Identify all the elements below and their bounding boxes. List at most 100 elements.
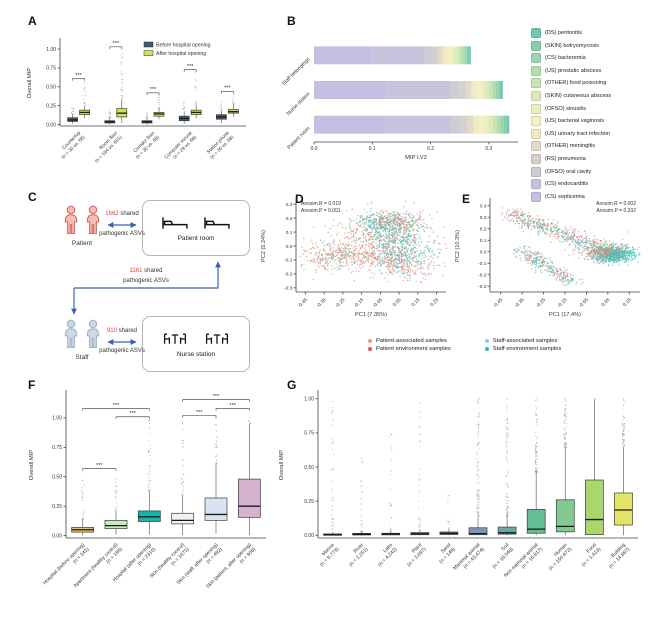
- box: [68, 107, 78, 123]
- box: [105, 479, 127, 535]
- box: [411, 402, 429, 535]
- legend-label: (US) prostatic abscess: [545, 68, 601, 74]
- stacked-bar-row: [314, 46, 471, 64]
- patient-room-label: Patient room: [178, 235, 215, 242]
- legend-label: (OFSO) oral cavity: [545, 169, 591, 175]
- link2-count: 1161: [130, 268, 143, 274]
- svg-text:0.75: 0.75: [46, 66, 56, 72]
- box: [72, 480, 94, 535]
- legend-swatch: [531, 91, 541, 101]
- svg-text:Staff belongings: Staff belongings: [281, 56, 312, 87]
- svg-text:0.25: 0.25: [429, 297, 440, 308]
- link2-asvs: pathogenic ASVs: [123, 278, 169, 284]
- legend-label: (US) bacterial vaginosis: [545, 118, 604, 124]
- legend-swatch: [531, 41, 541, 51]
- legend-dot: [368, 339, 372, 343]
- svg-text:0.1: 0.1: [369, 146, 376, 152]
- svg-text:-0.3: -0.3: [284, 286, 293, 292]
- svg-text:0.15: 0.15: [410, 297, 421, 308]
- box: [179, 101, 189, 123]
- legend-label: Staff-associated samples: [493, 338, 558, 344]
- svg-text:Overall MIP: Overall MIP: [279, 450, 285, 480]
- panel-d-chart-svg: -0.3-0.2-0.10.00.10.20.3-0.45-0.35-0.25-…: [256, 188, 452, 338]
- svg-text:-0.15: -0.15: [556, 297, 568, 309]
- svg-text:***: ***: [129, 411, 136, 417]
- svg-text:***: ***: [113, 41, 120, 47]
- legend-item: (US) prostatic abscess: [531, 66, 611, 76]
- staff-label: Staff: [52, 354, 112, 361]
- svg-text:-0.35: -0.35: [316, 297, 328, 309]
- svg-text:***: ***: [96, 463, 103, 469]
- legend-label: Staff environment samples: [493, 346, 562, 352]
- svg-text:0.00: 0.00: [46, 122, 56, 128]
- nurse-station-label: Nurse station: [177, 351, 215, 358]
- legend-swatch: [531, 154, 541, 164]
- box: [353, 458, 371, 535]
- box: [142, 113, 152, 125]
- bed-icon: [160, 215, 190, 231]
- legend-item: (OTHER) food poisoning: [531, 78, 611, 88]
- person-icon: [84, 318, 102, 350]
- svg-text:0.75: 0.75: [52, 445, 62, 451]
- person-icon: [62, 204, 80, 236]
- svg-text:0.1: 0.1: [286, 230, 293, 236]
- svg-text:Nurse station: Nurse station: [286, 91, 312, 117]
- legend-swatch: [531, 167, 541, 177]
- desk-chair-icon: [160, 331, 190, 347]
- svg-text:0.0: 0.0: [311, 146, 318, 152]
- svg-text:-0.15: -0.15: [353, 297, 365, 309]
- legend-item: (SKIN) cutaneous abscess: [531, 91, 611, 101]
- link2-rest: shared: [144, 268, 162, 274]
- box: [440, 495, 458, 535]
- svg-text:1.00: 1.00: [304, 397, 314, 403]
- station-icons: [160, 331, 232, 347]
- legend-label: (CS) bacteremia: [545, 55, 586, 61]
- box: [172, 422, 194, 535]
- svg-text:0.25: 0.25: [304, 499, 314, 505]
- legend-item: Staff environment samples: [485, 346, 562, 352]
- legend-swatch: [531, 78, 541, 88]
- box: [469, 398, 487, 535]
- svg-text:0.05: 0.05: [392, 297, 403, 308]
- legend-label: (OTHER) meningitis: [545, 143, 595, 149]
- box: [382, 434, 400, 535]
- link1-label-line2: pathogenic ASVs: [90, 231, 154, 237]
- box: [614, 398, 632, 535]
- box: [556, 398, 574, 535]
- svg-text:-0.45: -0.45: [297, 297, 309, 309]
- legend-swatch: [531, 104, 541, 114]
- box: [205, 417, 227, 533]
- svg-text:PC1 (17.4%): PC1 (17.4%): [549, 312, 581, 318]
- svg-text:0.3: 0.3: [286, 202, 293, 208]
- svg-text:0.15: 0.15: [622, 297, 633, 308]
- svg-text:1.00: 1.00: [46, 47, 56, 53]
- svg-text:0.50: 0.50: [46, 85, 56, 91]
- svg-text:0.4: 0.4: [480, 204, 487, 210]
- legend-label: (OTHER) food poisoning: [545, 80, 606, 86]
- patient-label: Patient: [52, 240, 112, 247]
- box: [216, 101, 226, 123]
- scatter-points: [501, 207, 640, 286]
- legend-item: Patient environment samples: [368, 346, 451, 352]
- panel-c-diagram: Patient Patient room 1662 shared pathoge…: [22, 192, 257, 370]
- legend-label: (RS) pneumonia: [545, 156, 586, 162]
- svg-text:Anosim.P = 0.001: Anosim.P = 0.001: [301, 208, 341, 214]
- svg-text:0.75: 0.75: [304, 431, 314, 437]
- bed-icons: [160, 215, 232, 231]
- link1-asvs: pathogenic ASVs: [99, 231, 145, 237]
- legend-swatch: [531, 116, 541, 126]
- svg-text:***: ***: [213, 394, 220, 400]
- svg-text:***: ***: [196, 410, 203, 416]
- desk-chair-icon: [202, 331, 232, 347]
- legend-item: (DS) peritonitis: [531, 28, 611, 38]
- box: [117, 49, 127, 123]
- svg-text:-0.2: -0.2: [478, 273, 487, 279]
- person-icon: [62, 318, 80, 350]
- legend-item: (RS) pneumonia: [531, 154, 611, 164]
- svg-text:0.2: 0.2: [480, 227, 487, 233]
- svg-text:-0.35: -0.35: [514, 297, 526, 309]
- box: [585, 398, 603, 535]
- svg-text:-0.2: -0.2: [284, 272, 293, 278]
- svg-text:Skin (healthy control): Skin (healthy control): [149, 542, 187, 580]
